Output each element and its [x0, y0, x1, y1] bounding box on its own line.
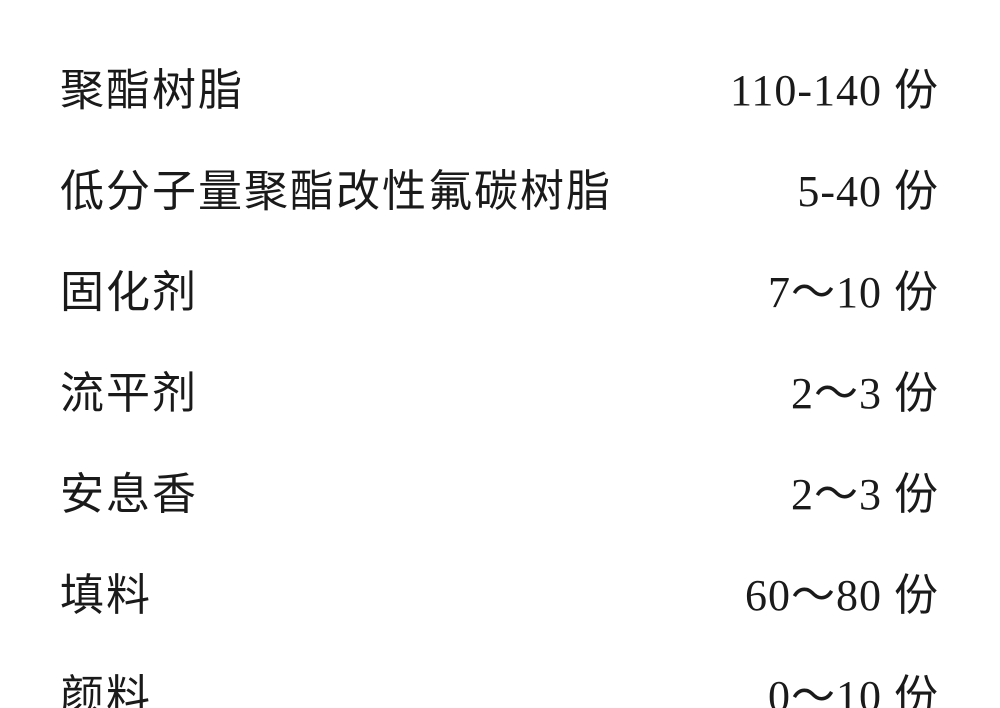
table-row: 填料 60～80 份 — [60, 545, 940, 646]
table-row: 固化剂 7～10 份 — [60, 242, 940, 343]
amount-value: 5-40 — [797, 141, 882, 242]
amount-unit: 份 — [894, 40, 940, 141]
amount-unit: 份 — [894, 242, 940, 343]
ingredient-label: 流平剂 — [60, 343, 198, 444]
ingredient-label: 填料 — [60, 545, 152, 646]
ingredient-label: 颜料 — [60, 646, 152, 708]
composition-table-page: 聚酯树脂 110-140 份 低分子量聚酯改性氟碳树脂 5-40 份 固化剂 7… — [0, 0, 1000, 708]
amount-unit: 份 — [894, 444, 940, 545]
amount-cell: 2～3 份 — [670, 343, 940, 444]
amount-unit: 份 — [894, 141, 940, 242]
amount-value: 2～3 — [791, 343, 882, 444]
table-row: 流平剂 2～3 份 — [60, 343, 940, 444]
amount-value: 2～3 — [791, 444, 882, 545]
amount-unit: 份 — [894, 646, 940, 708]
amount-unit: 份 — [894, 343, 940, 444]
amount-unit: 份 — [894, 545, 940, 646]
amount-cell: 5-40 份 — [670, 141, 940, 242]
table-row: 颜料 0～10 份 — [60, 646, 940, 708]
ingredient-label: 安息香 — [60, 444, 198, 545]
table-row: 安息香 2～3 份 — [60, 444, 940, 545]
ingredient-label: 聚酯树脂 — [60, 40, 244, 141]
amount-cell: 110-140 份 — [670, 40, 940, 141]
amount-value: 7～10 — [768, 242, 882, 343]
ingredient-label: 低分子量聚酯改性氟碳树脂 — [60, 141, 612, 242]
amount-cell: 7～10 份 — [670, 242, 940, 343]
amount-cell: 2～3 份 — [670, 444, 940, 545]
table-row: 低分子量聚酯改性氟碳树脂 5-40 份 — [60, 141, 940, 242]
amount-value: 0～10 — [768, 646, 882, 708]
amount-value: 110-140 — [730, 40, 882, 141]
amount-cell: 60～80 份 — [670, 545, 940, 646]
table-row: 聚酯树脂 110-140 份 — [60, 40, 940, 141]
amount-value: 60～80 — [745, 545, 882, 646]
amount-cell: 0～10 份 — [670, 646, 940, 708]
ingredient-label: 固化剂 — [60, 242, 198, 343]
